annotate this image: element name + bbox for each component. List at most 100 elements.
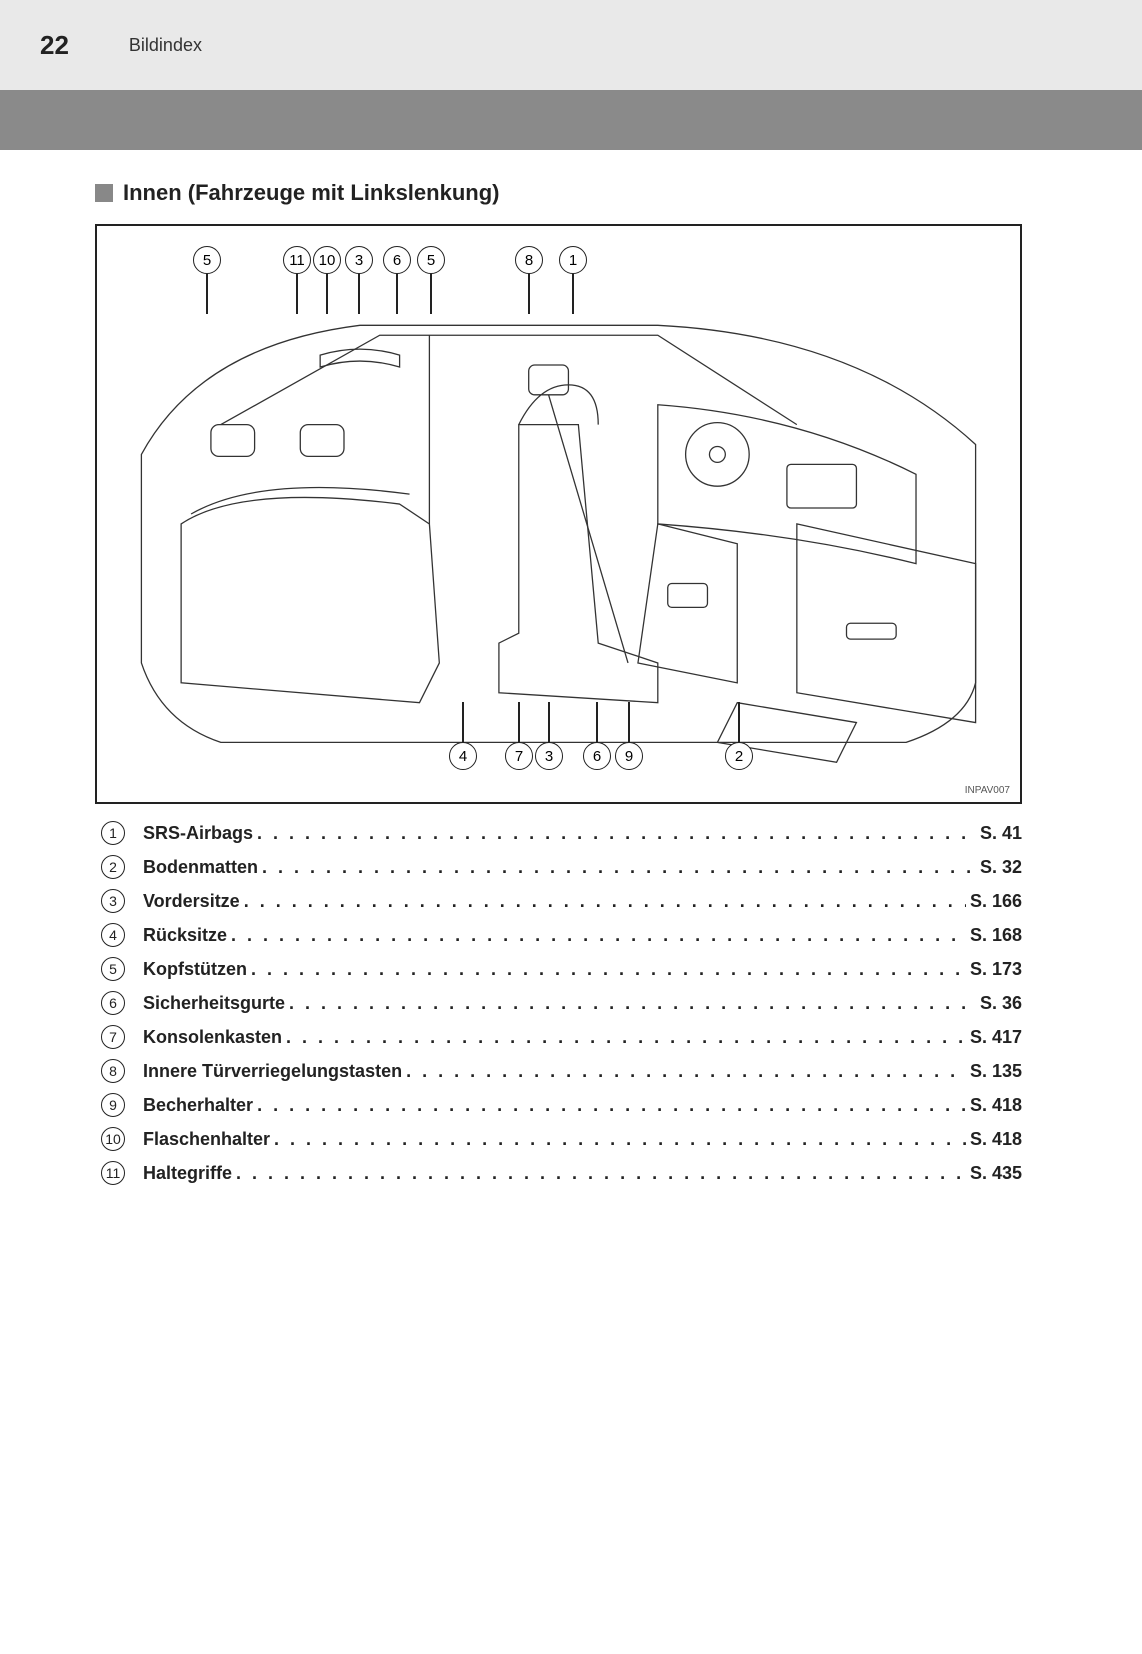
index-item: 2 Bodenmatten . . . . . . . . . . . . . .… bbox=[101, 850, 1022, 884]
callout-number: 6 bbox=[383, 246, 411, 274]
callout-line bbox=[430, 274, 432, 314]
callout-number: 6 bbox=[583, 742, 611, 770]
index-dots: . . . . . . . . . . . . . . . . . . . . … bbox=[286, 1027, 966, 1048]
index-item: 1 SRS-Airbags . . . . . . . . . . . . . .… bbox=[101, 816, 1022, 850]
callout-number: 4 bbox=[449, 742, 477, 770]
callout-line bbox=[738, 702, 740, 742]
callout-line bbox=[396, 274, 398, 314]
callout-line bbox=[206, 274, 208, 314]
index-item-number: 3 bbox=[101, 889, 125, 913]
index-item-page: S. 418 bbox=[970, 1095, 1022, 1116]
index-list: 1 SRS-Airbags . . . . . . . . . . . . . .… bbox=[95, 816, 1022, 1190]
index-item: 7 Konsolenkasten . . . . . . . . . . . . … bbox=[101, 1020, 1022, 1054]
index-item-page: S. 36 bbox=[980, 993, 1022, 1014]
index-item-page: S. 166 bbox=[970, 891, 1022, 912]
index-dots: . . . . . . . . . . . . . . . . . . . . … bbox=[251, 959, 966, 980]
callout-line bbox=[528, 274, 530, 314]
callout-number: 1 bbox=[559, 246, 587, 274]
index-item-label: Haltegriffe bbox=[143, 1163, 232, 1184]
index-item-number: 11 bbox=[101, 1161, 125, 1185]
index-item-label: Kopfstützen bbox=[143, 959, 247, 980]
callout-number: 3 bbox=[535, 742, 563, 770]
index-item: 9 Becherhalter . . . . . . . . . . . . . … bbox=[101, 1088, 1022, 1122]
callout-number: 7 bbox=[505, 742, 533, 770]
section-title: Innen (Fahrzeuge mit Linkslenkung) bbox=[123, 180, 499, 206]
index-item: 10 Flaschenhalter . . . . . . . . . . . .… bbox=[101, 1122, 1022, 1156]
index-item-page: S. 418 bbox=[970, 1129, 1022, 1150]
index-item-number: 6 bbox=[101, 991, 125, 1015]
index-dots: . . . . . . . . . . . . . . . . . . . . … bbox=[262, 857, 976, 878]
index-dots: . . . . . . . . . . . . . . . . . . . . … bbox=[236, 1163, 966, 1184]
content-area: Innen (Fahrzeuge mit Linkslenkung) bbox=[0, 150, 1142, 1190]
index-item-page: S. 168 bbox=[970, 925, 1022, 946]
callout-number: 11 bbox=[283, 246, 311, 274]
index-item-page: S. 173 bbox=[970, 959, 1022, 980]
callout-number: 5 bbox=[193, 246, 221, 274]
callout-bottom: 3 bbox=[535, 742, 563, 770]
callout-line bbox=[628, 702, 630, 742]
callout-bottom: 9 bbox=[615, 742, 643, 770]
index-dots: . . . . . . . . . . . . . . . . . . . . … bbox=[257, 1095, 966, 1116]
index-dots: . . . . . . . . . . . . . . . . . . . . … bbox=[231, 925, 966, 946]
callout-top: 1 bbox=[559, 246, 587, 274]
section-heading: Innen (Fahrzeuge mit Linkslenkung) bbox=[95, 180, 1022, 206]
index-item-number: 4 bbox=[101, 923, 125, 947]
index-item: 8Innere Türverriegelungstasten . . . . .… bbox=[101, 1054, 1022, 1088]
header-band bbox=[0, 90, 1142, 150]
index-item-page: S. 41 bbox=[980, 823, 1022, 844]
index-item-label: SRS-Airbags bbox=[143, 823, 253, 844]
callout-bottom: 4 bbox=[449, 742, 477, 770]
callout-line bbox=[572, 274, 574, 314]
index-item-label: Becherhalter bbox=[143, 1095, 253, 1116]
breadcrumb: Bildindex bbox=[129, 35, 202, 56]
callout-line bbox=[518, 702, 520, 742]
index-dots: . . . . . . . . . . . . . . . . . . . . … bbox=[274, 1129, 966, 1150]
index-item: 5 Kopfstützen . . . . . . . . . . . . . .… bbox=[101, 952, 1022, 986]
callout-number: 9 bbox=[615, 742, 643, 770]
section-marker-icon bbox=[95, 184, 113, 202]
callout-bottom: 2 bbox=[725, 742, 753, 770]
index-dots: . . . . . . . . . . . . . . . . . . . . … bbox=[257, 823, 976, 844]
interior-diagram bbox=[97, 226, 1020, 802]
diagram-code: INPAV007 bbox=[965, 785, 1010, 796]
page-header: 22 Bildindex bbox=[0, 0, 1142, 90]
callout-line bbox=[358, 274, 360, 314]
callout-number: 8 bbox=[515, 246, 543, 274]
callout-line bbox=[596, 702, 598, 742]
index-dots: . . . . . . . . . . . . . . . . . . . . … bbox=[406, 1061, 966, 1082]
page-number: 22 bbox=[40, 30, 69, 61]
callout-number: 5 bbox=[417, 246, 445, 274]
diagram-frame: INPAV007 5111036581473692 bbox=[95, 224, 1022, 804]
callout-top: 6 bbox=[383, 246, 411, 274]
index-dots: . . . . . . . . . . . . . . . . . . . . … bbox=[244, 891, 966, 912]
index-item-number: 7 bbox=[101, 1025, 125, 1049]
index-item-page: S. 417 bbox=[970, 1027, 1022, 1048]
callout-bottom: 7 bbox=[505, 742, 533, 770]
callout-top: 10 bbox=[313, 246, 341, 274]
index-item-label: Konsolenkasten bbox=[143, 1027, 282, 1048]
index-item: 4 Rücksitze . . . . . . . . . . . . . . .… bbox=[101, 918, 1022, 952]
callout-line bbox=[548, 702, 550, 742]
index-item-number: 5 bbox=[101, 957, 125, 981]
callout-bottom: 6 bbox=[583, 742, 611, 770]
index-dots: . . . . . . . . . . . . . . . . . . . . … bbox=[289, 993, 976, 1014]
callout-line bbox=[296, 274, 298, 314]
index-item: 3 Vordersitze . . . . . . . . . . . . . .… bbox=[101, 884, 1022, 918]
callout-top: 3 bbox=[345, 246, 373, 274]
callout-number: 3 bbox=[345, 246, 373, 274]
index-item-number: 1 bbox=[101, 821, 125, 845]
index-item-label: Rücksitze bbox=[143, 925, 227, 946]
index-item-number: 2 bbox=[101, 855, 125, 879]
callout-number: 2 bbox=[725, 742, 753, 770]
callout-top: 5 bbox=[417, 246, 445, 274]
index-item: 6 Sicherheitsgurte . . . . . . . . . . . … bbox=[101, 986, 1022, 1020]
index-item-label: Vordersitze bbox=[143, 891, 240, 912]
index-item-label: Sicherheitsgurte bbox=[143, 993, 285, 1014]
index-item-page: S. 135 bbox=[970, 1061, 1022, 1082]
callout-top: 8 bbox=[515, 246, 543, 274]
index-item-label: Flaschenhalter bbox=[143, 1129, 270, 1150]
index-item-number: 9 bbox=[101, 1093, 125, 1117]
index-item-number: 8 bbox=[101, 1059, 125, 1083]
index-item-label: Bodenmatten bbox=[143, 857, 258, 878]
index-item-number: 10 bbox=[101, 1127, 125, 1151]
